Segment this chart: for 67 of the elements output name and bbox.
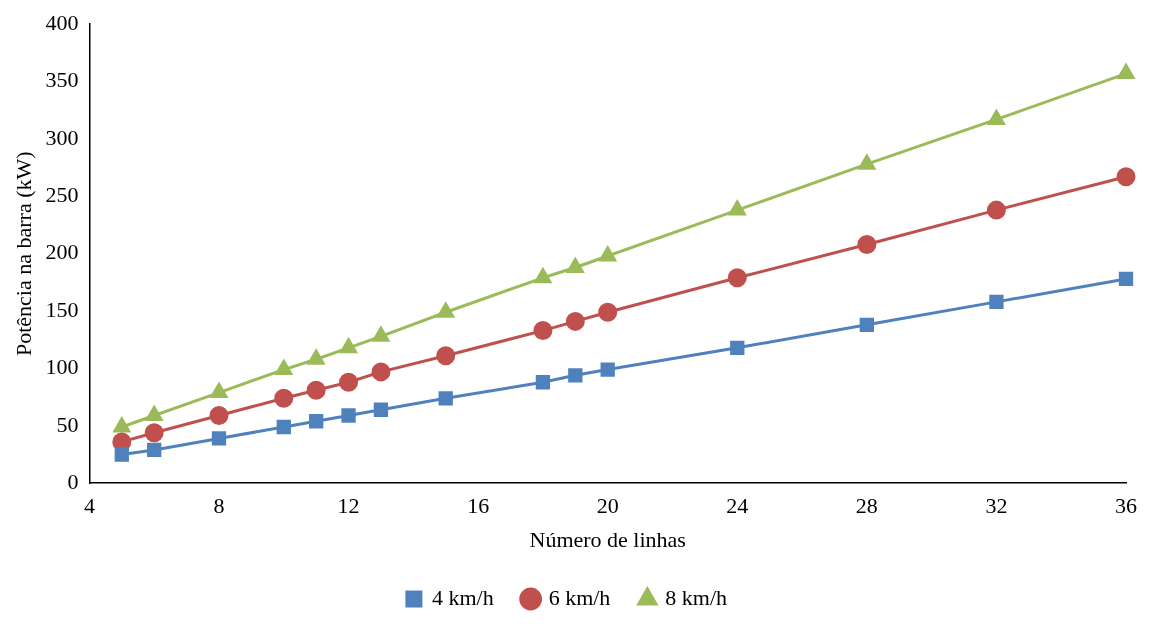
- point: [307, 349, 325, 365]
- point: [276, 419, 291, 435]
- point: [437, 302, 455, 318]
- legend-label: 8 km/h: [665, 584, 728, 610]
- point: [144, 423, 164, 443]
- point: [113, 417, 131, 433]
- y-tick-label: 350: [45, 67, 79, 93]
- point: [341, 408, 356, 423]
- point: [988, 109, 1005, 125]
- y-tick-label: 50: [56, 411, 79, 437]
- point: [339, 372, 359, 392]
- x-tick-label: 36: [1115, 493, 1137, 519]
- point: [309, 414, 324, 429]
- point: [986, 200, 1006, 220]
- legend-label: 6 km/h: [548, 584, 611, 610]
- x-tick-label: 4: [83, 493, 95, 519]
- point: [730, 340, 745, 355]
- x-tick-label: 16: [467, 493, 490, 519]
- point: [372, 326, 390, 342]
- point: [535, 375, 551, 390]
- y-axis-title: Potência na barra (kW): [10, 151, 36, 357]
- x-tick-label: 32: [985, 493, 1008, 519]
- point: [438, 391, 453, 406]
- point: [210, 383, 228, 399]
- point: [114, 447, 129, 462]
- point: [859, 317, 875, 332]
- point: [1117, 64, 1135, 80]
- point: [599, 246, 617, 262]
- legend-label: 4 km/h: [431, 584, 494, 610]
- x-axis-title: Número de linhas: [529, 526, 686, 552]
- x-tick-label: 8: [213, 493, 225, 519]
- point: [274, 388, 294, 408]
- point: [533, 321, 553, 341]
- y-tick-label: 100: [45, 354, 79, 380]
- point: [566, 257, 584, 273]
- point: [568, 368, 583, 383]
- point: [858, 154, 876, 170]
- point: [598, 302, 618, 322]
- point: [275, 360, 293, 376]
- point: [989, 294, 1004, 310]
- x-tick-label: 24: [726, 493, 749, 519]
- y-tick-label: 300: [45, 124, 79, 150]
- point: [565, 311, 585, 331]
- point: [211, 431, 227, 446]
- point: [306, 380, 326, 400]
- point: [373, 402, 389, 417]
- point: [728, 200, 746, 216]
- x-tick-label: 12: [337, 493, 360, 519]
- point: [600, 362, 615, 377]
- point: [727, 268, 747, 288]
- point: [857, 235, 877, 255]
- y-tick-label: 150: [45, 296, 79, 322]
- point: [147, 442, 162, 458]
- point: [534, 268, 552, 284]
- point: [340, 338, 357, 354]
- y-tick-label: 200: [45, 239, 79, 265]
- point: [209, 406, 229, 425]
- y-tick-label: 0: [67, 468, 79, 494]
- point: [1116, 167, 1136, 187]
- x-tick-label: 28: [855, 493, 878, 519]
- point: [1118, 271, 1134, 287]
- y-tick-label: 250: [45, 182, 79, 208]
- x-tick-label: 20: [596, 493, 619, 519]
- point: [371, 362, 391, 382]
- point: [145, 406, 163, 421]
- y-tick-label: 400: [45, 9, 79, 35]
- point: [436, 346, 456, 366]
